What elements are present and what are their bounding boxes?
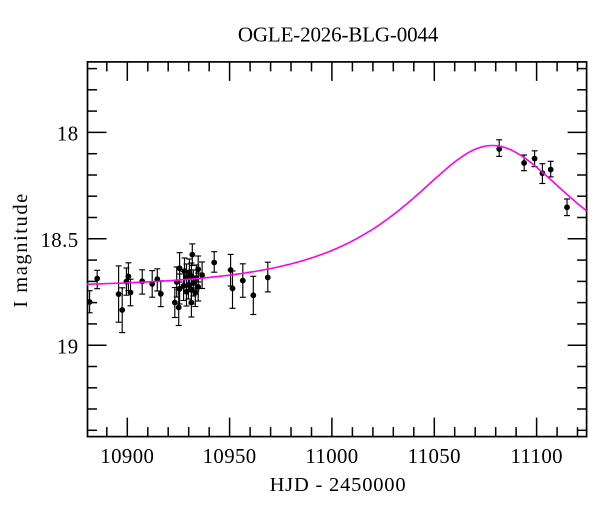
- svg-text:11000: 11000: [305, 445, 358, 468]
- svg-text:10900: 10900: [100, 445, 154, 468]
- svg-text:19: 19: [57, 336, 79, 359]
- svg-text:10950: 10950: [203, 445, 257, 468]
- svg-text:OGLE-2026-BLG-0044: OGLE-2026-BLG-0044: [238, 23, 439, 47]
- svg-text:11050: 11050: [408, 445, 461, 468]
- svg-text:18.5: 18.5: [41, 229, 79, 252]
- svg-text:HJD - 2450000: HJD - 2450000: [270, 474, 407, 496]
- svg-text:11100: 11100: [510, 445, 562, 468]
- svg-text:18: 18: [57, 123, 79, 146]
- svg-text:I magnitude: I magnitude: [10, 192, 32, 308]
